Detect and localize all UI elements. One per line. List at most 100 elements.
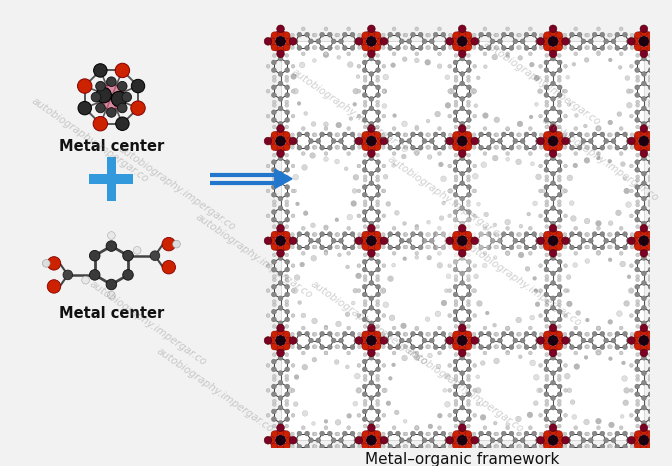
Circle shape [564,363,567,367]
Circle shape [608,33,612,37]
Circle shape [290,133,294,137]
Circle shape [466,192,471,197]
Circle shape [403,432,407,436]
Circle shape [630,233,634,236]
Circle shape [532,345,536,350]
Circle shape [404,145,408,149]
Circle shape [363,353,367,356]
Circle shape [544,244,550,250]
Circle shape [339,39,343,44]
Circle shape [362,32,369,39]
Circle shape [441,345,446,350]
Circle shape [623,32,628,37]
Circle shape [425,345,429,349]
Circle shape [335,345,339,349]
Circle shape [327,245,332,250]
Circle shape [524,32,529,37]
Circle shape [448,289,452,293]
Circle shape [271,117,276,123]
Circle shape [337,253,341,257]
Circle shape [472,233,476,236]
Circle shape [465,343,472,350]
Circle shape [636,203,640,207]
Circle shape [276,435,286,445]
Circle shape [556,244,562,250]
Circle shape [369,171,374,176]
Circle shape [448,164,452,168]
Circle shape [284,443,290,450]
Circle shape [291,264,295,267]
Circle shape [517,46,520,49]
Circle shape [368,146,375,153]
Circle shape [483,251,487,255]
Circle shape [312,33,316,37]
Circle shape [78,102,91,115]
Circle shape [324,127,328,130]
Circle shape [345,365,349,369]
Circle shape [422,39,427,44]
Circle shape [271,210,276,214]
Circle shape [369,256,374,260]
Circle shape [422,239,427,243]
Circle shape [557,85,562,90]
Circle shape [564,89,567,93]
Circle shape [577,345,582,350]
Circle shape [617,112,622,116]
Circle shape [313,145,317,149]
Circle shape [506,127,509,131]
Circle shape [630,389,633,392]
Circle shape [384,338,389,343]
Circle shape [308,338,313,343]
Circle shape [473,164,476,168]
Circle shape [630,133,634,137]
Circle shape [640,129,647,136]
Circle shape [369,221,374,226]
Circle shape [91,92,101,102]
Circle shape [285,359,290,364]
Circle shape [448,245,452,249]
Circle shape [536,388,542,393]
Circle shape [567,175,573,181]
Circle shape [271,431,278,438]
Circle shape [347,52,351,56]
Circle shape [528,27,532,31]
Circle shape [411,245,415,250]
Circle shape [460,296,464,301]
Circle shape [648,178,652,182]
Circle shape [549,25,557,33]
Circle shape [297,32,302,37]
Circle shape [278,196,283,201]
Circle shape [271,231,278,238]
Circle shape [544,217,549,222]
Circle shape [642,281,646,285]
Circle shape [532,445,536,449]
Circle shape [597,156,600,160]
Circle shape [497,338,503,343]
Circle shape [392,114,396,117]
Circle shape [335,218,339,222]
Circle shape [363,100,367,104]
Circle shape [506,451,509,455]
Circle shape [472,189,476,193]
Circle shape [460,380,464,385]
Circle shape [285,200,289,204]
Circle shape [636,374,640,378]
Circle shape [437,326,442,330]
Circle shape [494,245,498,249]
Circle shape [106,279,117,290]
Circle shape [337,55,341,59]
Circle shape [635,260,640,264]
Circle shape [284,44,290,51]
Circle shape [635,68,640,73]
Circle shape [269,237,276,244]
Circle shape [404,345,408,349]
Circle shape [595,350,601,355]
Circle shape [536,239,540,243]
Circle shape [382,164,386,168]
Circle shape [597,52,600,56]
Circle shape [399,39,404,44]
Circle shape [453,292,458,297]
Circle shape [355,237,363,245]
Circle shape [563,33,567,37]
Circle shape [358,145,362,149]
